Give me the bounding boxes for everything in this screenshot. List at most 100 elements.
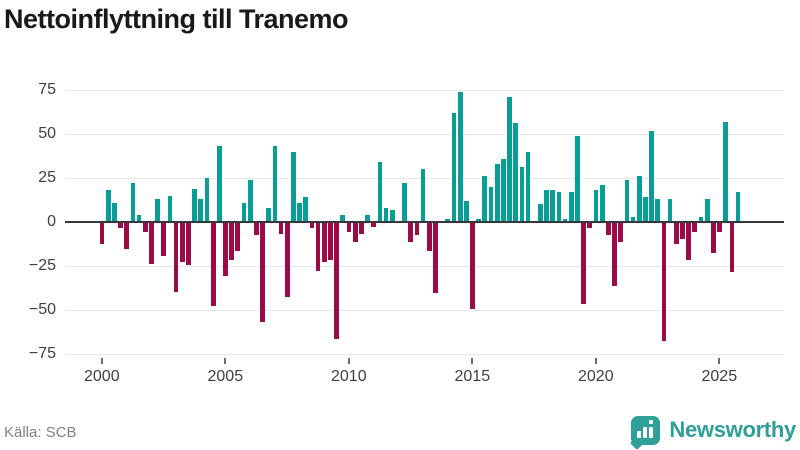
bar-2015-q4 — [488, 186, 494, 222]
bar-2013-q1 — [420, 169, 426, 222]
bar-2013-q3 — [433, 223, 438, 294]
bar-2003-q3 — [186, 223, 191, 266]
bar-2010-q1 — [346, 223, 352, 232]
bar-2010-q4 — [365, 215, 370, 222]
x-tick-label-2000: 2000 — [84, 368, 120, 385]
badge-dot — [649, 419, 654, 424]
y-tick-label--50: −50 — [28, 301, 56, 318]
bar-2008-q4 — [315, 223, 321, 271]
bar-2016-q1 — [494, 163, 500, 222]
bar-2004-q2 — [204, 178, 210, 222]
bar-2011-q4 — [389, 209, 395, 222]
bar-2009-q4 — [340, 215, 346, 222]
bar-2022-q3 — [655, 199, 661, 222]
bar-2003-q1 — [173, 223, 179, 292]
bar-2024-q2 — [698, 216, 704, 222]
x-tick-mark-2005 — [224, 358, 227, 364]
bar-2006-q1 — [247, 179, 253, 222]
y-tick-label--75: −75 — [28, 345, 56, 362]
bar-2006-q2 — [254, 223, 259, 236]
bar-2025-q3 — [729, 223, 735, 273]
chart-title: Nettoinflyttning till Tranemo — [4, 4, 349, 34]
bar-2010-q3 — [358, 223, 364, 234]
badge-bar-3 — [649, 426, 654, 438]
x-tick-mark-2015 — [471, 358, 474, 364]
bar-2024-q4 — [710, 223, 716, 253]
bar-2019-q1 — [568, 192, 574, 222]
bar-2008-q1 — [297, 202, 302, 222]
bar-2025-q4 — [735, 192, 741, 222]
bar-2008-q2 — [303, 197, 309, 222]
bar-2001-q2 — [130, 183, 136, 222]
bar-2000-q2 — [105, 190, 111, 222]
bar-2025-q1 — [717, 223, 722, 232]
x-tick-label-2025: 2025 — [701, 368, 738, 385]
badge-bar-2 — [643, 426, 648, 438]
bar-2016-q4 — [513, 123, 519, 222]
bar-2007-q3 — [284, 223, 290, 297]
gridline-y--75 — [65, 354, 784, 355]
bar-2020-q3 — [605, 223, 611, 236]
bar-2006-q3 — [260, 223, 265, 322]
bar-2022-q4 — [661, 223, 667, 341]
bar-2003-q2 — [179, 223, 185, 262]
bar-2011-q3 — [383, 207, 389, 222]
bar-2016-q2 — [501, 158, 506, 222]
bar-2011-q2 — [377, 162, 383, 222]
newsworthy-badge-bar-chart-icon — [630, 415, 661, 450]
bar-2020-q4 — [612, 223, 617, 287]
bar-2014-q1 — [445, 218, 451, 222]
gridline-y-75 — [65, 90, 784, 91]
bar-2000-q4 — [118, 223, 123, 229]
bar-2009-q1 — [321, 223, 327, 262]
bar-2009-q2 — [328, 223, 333, 260]
badge-bar-1 — [637, 430, 642, 438]
plot-area: 75 50 25 0 −25 −50 −75 2000 2005 2010 2015 2020 2025 — [28, 82, 784, 385]
gridline-y-50 — [65, 134, 784, 135]
bar-2006-q4 — [266, 207, 272, 222]
gridline-y--25 — [65, 266, 784, 267]
y-tick-label-25: 25 — [38, 169, 56, 186]
bar-2018-q3 — [556, 192, 562, 222]
x-tick-mark-2025 — [718, 358, 721, 364]
bar-2001-q1 — [124, 223, 130, 250]
bar-2005-q3 — [235, 223, 241, 252]
bar-2024-q1 — [692, 223, 698, 232]
bar-2004-q3 — [210, 223, 216, 306]
x-tick-label-2010: 2010 — [331, 368, 367, 385]
bar-2023-q1 — [667, 199, 673, 222]
bar-2002-q3 — [161, 223, 167, 257]
bar-2021-q4 — [636, 176, 642, 222]
bar-2002-q1 — [149, 223, 154, 264]
x-tick-mark-2010 — [347, 358, 350, 364]
bar-2025-q2 — [723, 121, 729, 222]
bar-2023-q4 — [686, 223, 691, 260]
bar-2021-q3 — [630, 216, 636, 222]
bar-2017-q1 — [519, 167, 525, 222]
bar-2018-q1 — [544, 190, 549, 222]
bar-2019-q4 — [587, 223, 593, 229]
bar-2005-q2 — [229, 223, 235, 260]
bar-2015-q1 — [470, 223, 475, 310]
bar-2007-q1 — [272, 146, 278, 222]
bar-2014-q2 — [451, 112, 457, 222]
bar-2009-q3 — [334, 223, 340, 340]
bar-2013-q2 — [426, 223, 432, 252]
bar-2020-q1 — [593, 190, 599, 222]
bar-2021-q1 — [618, 223, 624, 243]
bar-2020-q2 — [599, 185, 605, 222]
bar-2001-q3 — [136, 215, 142, 222]
zero-axis-line — [65, 221, 784, 223]
bar-2018-q2 — [550, 190, 556, 222]
gridline-y--50 — [65, 310, 784, 311]
bar-2023-q3 — [680, 223, 685, 239]
bar-2002-q4 — [167, 195, 173, 222]
x-tick-label-2005: 2005 — [207, 368, 244, 385]
bar-2019-q2 — [575, 135, 580, 222]
bar-2014-q3 — [457, 91, 463, 222]
bar-2007-q2 — [278, 223, 284, 234]
x-tick-label-2020: 2020 — [578, 368, 614, 385]
badge-tail — [630, 435, 645, 450]
bar-2003-q4 — [192, 188, 197, 222]
bar-2014-q4 — [463, 200, 469, 222]
